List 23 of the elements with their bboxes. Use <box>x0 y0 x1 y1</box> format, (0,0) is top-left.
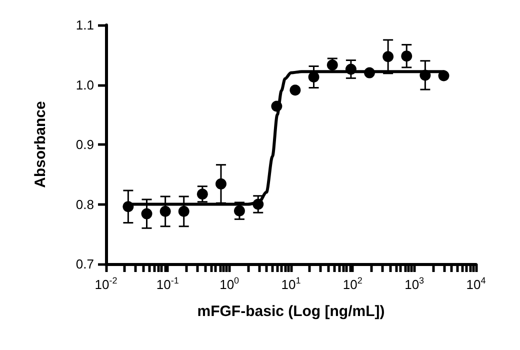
x-axis-title: mFGF-basic (Log [ng/mL]) <box>197 303 385 320</box>
point <box>196 188 208 200</box>
point <box>160 206 171 217</box>
point <box>290 84 301 96</box>
point <box>141 208 152 220</box>
point <box>401 50 412 62</box>
point <box>122 201 134 212</box>
point <box>178 206 190 217</box>
point <box>364 67 375 78</box>
point <box>420 70 431 81</box>
y-axis-title: Absorbance <box>32 101 49 188</box>
y-tick-label: 1.1 <box>76 18 94 32</box>
y-tick-label: 0.8 <box>76 196 94 212</box>
y-tick-label: 0.7 <box>76 256 94 272</box>
point <box>345 64 356 75</box>
point <box>382 51 394 62</box>
point <box>438 70 450 82</box>
point <box>271 100 282 112</box>
point <box>215 178 226 190</box>
y-tick-label: 1.0 <box>76 77 94 92</box>
point <box>252 198 264 210</box>
y-tick-label: 0.9 <box>76 137 94 152</box>
point <box>234 205 245 216</box>
